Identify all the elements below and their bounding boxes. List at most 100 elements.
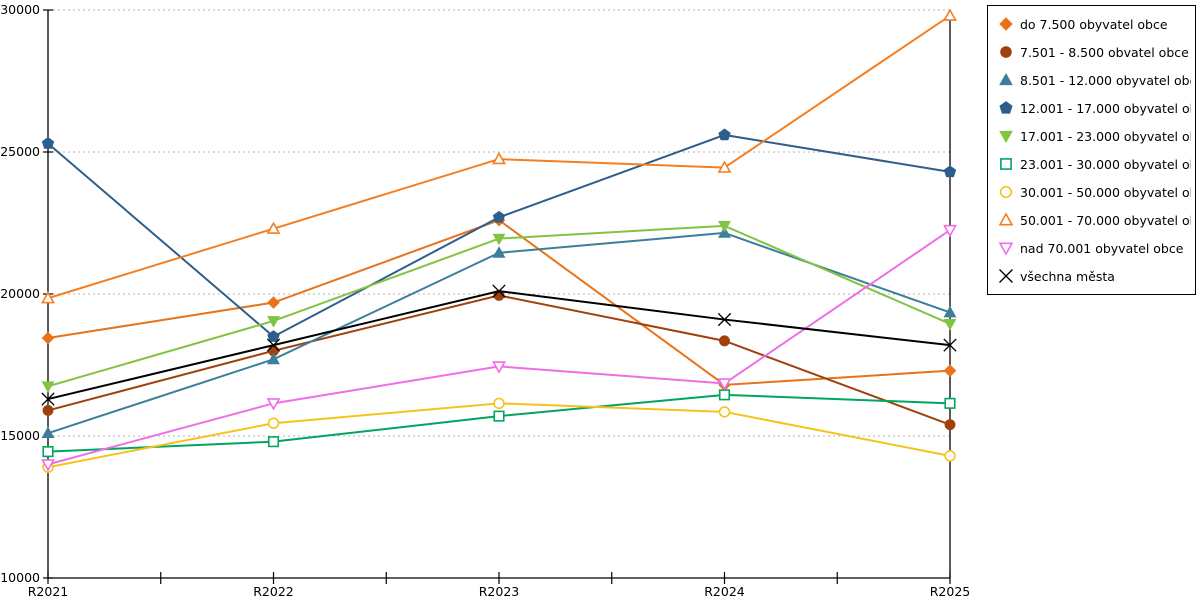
series-9 bbox=[41, 284, 957, 406]
circle-icon bbox=[944, 450, 956, 462]
triangle-up-icon bbox=[41, 291, 55, 304]
legend-item-4[interactable]: 17.001 - 23.000 obyvatel obc... bbox=[998, 122, 1191, 150]
series-3 bbox=[41, 128, 957, 342]
diamond-icon bbox=[943, 364, 957, 377]
circle-icon bbox=[999, 185, 1013, 199]
triangle-down-icon bbox=[717, 378, 732, 391]
triangle-down-icon bbox=[492, 233, 506, 246]
pentagon-icon bbox=[943, 165, 957, 178]
square-icon bbox=[1000, 158, 1012, 170]
triangle-up-icon bbox=[998, 212, 1014, 226]
legend-item-label: všechna města bbox=[1020, 268, 1115, 284]
legend-item-2[interactable]: 8.501 - 12.000 obyvatel obce bbox=[998, 66, 1191, 94]
circle-icon bbox=[1000, 46, 1012, 58]
circle-icon bbox=[719, 335, 730, 347]
legend-item-6[interactable]: 30.001 - 50.000 obyvatel obc... bbox=[998, 178, 1191, 206]
triangle-up-icon bbox=[943, 305, 957, 318]
circle-icon bbox=[42, 405, 54, 416]
x-cross-icon bbox=[492, 284, 506, 298]
x-cross-icon bbox=[41, 392, 55, 406]
circle-icon bbox=[1000, 46, 1012, 58]
triangle-down-icon bbox=[943, 318, 957, 331]
triangle-up-icon bbox=[492, 246, 506, 258]
square-icon bbox=[1000, 158, 1012, 170]
legend-item-8[interactable]: nad 70.001 obyvatel obce bbox=[998, 234, 1191, 262]
triangle-up-icon bbox=[943, 8, 957, 21]
pentagon-icon bbox=[999, 101, 1013, 114]
triangle-down-icon bbox=[41, 459, 55, 472]
legend-item-label: 17.001 - 23.000 obyvatel obc... bbox=[1020, 128, 1191, 144]
triangle-up-icon bbox=[41, 426, 55, 439]
legend-item-1[interactable]: 7.501 - 8.500 obvatel obce bbox=[998, 38, 1191, 66]
x-cross-icon bbox=[266, 338, 281, 352]
triangle-down-icon bbox=[999, 130, 1013, 144]
series-line bbox=[47, 290, 951, 401]
x-cross-icon bbox=[999, 269, 1013, 283]
triangle-down-icon bbox=[41, 381, 55, 393]
legend-item-label: 23.001 - 30.000 obyvatel obc... bbox=[1020, 156, 1191, 172]
triangle-up-icon bbox=[999, 72, 1013, 86]
x-cross-icon bbox=[717, 312, 732, 327]
legend-item-label: do 7.500 obyvatel obce bbox=[1020, 16, 1168, 32]
triangle-up-icon bbox=[717, 160, 732, 173]
square-icon bbox=[42, 446, 54, 458]
triangle-up-icon bbox=[267, 352, 280, 365]
triangle-up-icon bbox=[266, 221, 281, 234]
pentagon-icon bbox=[41, 136, 55, 149]
triangle-down-icon bbox=[998, 242, 1014, 256]
series-5 bbox=[42, 389, 956, 458]
series-8 bbox=[41, 224, 957, 472]
pentagon-icon bbox=[267, 330, 280, 342]
diamond-icon bbox=[999, 17, 1013, 31]
legend: do 7.500 obyvatel obce 7.501 - 8.500 obva… bbox=[987, 5, 1196, 295]
triangle-down-icon bbox=[267, 316, 280, 328]
series-4 bbox=[41, 220, 957, 393]
triangle-up-icon bbox=[492, 151, 506, 165]
y-tick-label: 25000 bbox=[0, 144, 40, 159]
x-tick-label: R2021 bbox=[28, 584, 69, 599]
triangle-down-icon bbox=[718, 220, 731, 233]
series-7 bbox=[41, 8, 957, 304]
legend-item-5[interactable]: 23.001 - 30.000 obyvatel obc... bbox=[998, 150, 1191, 178]
x-tick-label: R2023 bbox=[479, 584, 520, 599]
triangle-down-icon bbox=[999, 130, 1013, 144]
triangle-down-icon bbox=[998, 242, 1014, 256]
triangle-down-icon bbox=[492, 361, 506, 374]
y-tick-label: 20000 bbox=[0, 286, 40, 301]
legend-item-9[interactable]: všechna města bbox=[998, 262, 1191, 290]
diamond-icon bbox=[267, 296, 280, 309]
legend-item-label: 50.001 - 70.000 obyvatel obc... bbox=[1020, 212, 1191, 228]
pentagon-icon bbox=[492, 210, 506, 223]
triangle-up-icon bbox=[999, 72, 1013, 86]
y-tick-label: 30000 bbox=[0, 2, 40, 17]
x-tick-label: R2025 bbox=[930, 584, 971, 599]
diamond-icon bbox=[999, 17, 1013, 31]
triangle-down-icon bbox=[266, 398, 281, 411]
square-icon bbox=[493, 410, 505, 422]
triangle-up-icon bbox=[998, 212, 1014, 226]
x-tick-label: R2022 bbox=[253, 584, 294, 599]
circle-icon bbox=[944, 419, 956, 431]
square-icon bbox=[944, 397, 956, 409]
legend-item-3[interactable]: 12.001 - 17.000 obyvatel obc... bbox=[998, 94, 1191, 122]
square-icon bbox=[267, 436, 280, 448]
series-6 bbox=[42, 397, 956, 473]
circle-icon bbox=[267, 417, 280, 429]
pentagon-icon bbox=[718, 128, 731, 141]
x-icon bbox=[999, 269, 1013, 283]
legend-item-7[interactable]: 50.001 - 70.000 obyvatel obc... bbox=[998, 206, 1191, 234]
x-tick-label: R2024 bbox=[704, 584, 745, 599]
circle-icon bbox=[493, 397, 505, 410]
legend-item-label: nad 70.001 obyvatel obce bbox=[1020, 240, 1184, 256]
y-tick-label: 10000 bbox=[0, 570, 40, 585]
legend-item-label: 12.001 - 17.000 obyvatel obc... bbox=[1020, 100, 1191, 116]
legend-item-label: 8.501 - 12.000 obyvatel obce bbox=[1020, 72, 1191, 88]
pentagon-icon bbox=[999, 101, 1013, 114]
legend-item-0[interactable]: do 7.500 obyvatel obce bbox=[998, 10, 1191, 38]
legend-item-label: 7.501 - 8.500 obvatel obce bbox=[1020, 44, 1189, 60]
legend-item-label: 30.001 - 50.000 obyvatel obc... bbox=[1020, 184, 1191, 200]
x-cross-icon bbox=[943, 338, 957, 352]
diamond-icon bbox=[41, 331, 55, 345]
square-icon bbox=[718, 389, 731, 401]
